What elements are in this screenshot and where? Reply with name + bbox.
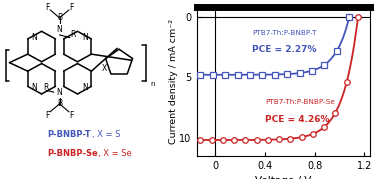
Text: PCE = 4.26%: PCE = 4.26% — [265, 115, 329, 124]
Text: R: R — [70, 30, 76, 38]
Text: N: N — [31, 83, 37, 92]
Text: P-BNBP-T: P-BNBP-T — [47, 130, 91, 139]
Text: N: N — [31, 33, 37, 42]
X-axis label: Voltage / V: Voltage / V — [255, 176, 312, 179]
Text: F: F — [70, 3, 74, 12]
Text: N: N — [82, 83, 88, 92]
Text: N: N — [57, 88, 62, 97]
Text: F: F — [70, 111, 74, 120]
Text: B: B — [57, 99, 62, 108]
Y-axis label: Current density / mA cm⁻²: Current density / mA cm⁻² — [169, 19, 178, 144]
Text: PTB7-Th:P-BNBP-T: PTB7-Th:P-BNBP-T — [253, 30, 317, 36]
Text: F: F — [45, 111, 50, 120]
Text: N: N — [82, 33, 88, 42]
Text: PCE = 2.27%: PCE = 2.27% — [253, 45, 317, 54]
Text: PTB7-Th:P-BNBP-Se: PTB7-Th:P-BNBP-Se — [265, 99, 335, 105]
Text: P-BNBP-Se: P-BNBP-Se — [47, 149, 98, 158]
Text: F: F — [45, 3, 50, 12]
Text: X: X — [102, 64, 107, 73]
Text: N: N — [57, 25, 62, 34]
Text: B: B — [57, 13, 62, 22]
Text: R: R — [43, 83, 49, 92]
Text: n: n — [150, 81, 154, 87]
Text: , X = Se: , X = Se — [98, 149, 132, 158]
Text: , X = S: , X = S — [91, 130, 120, 139]
